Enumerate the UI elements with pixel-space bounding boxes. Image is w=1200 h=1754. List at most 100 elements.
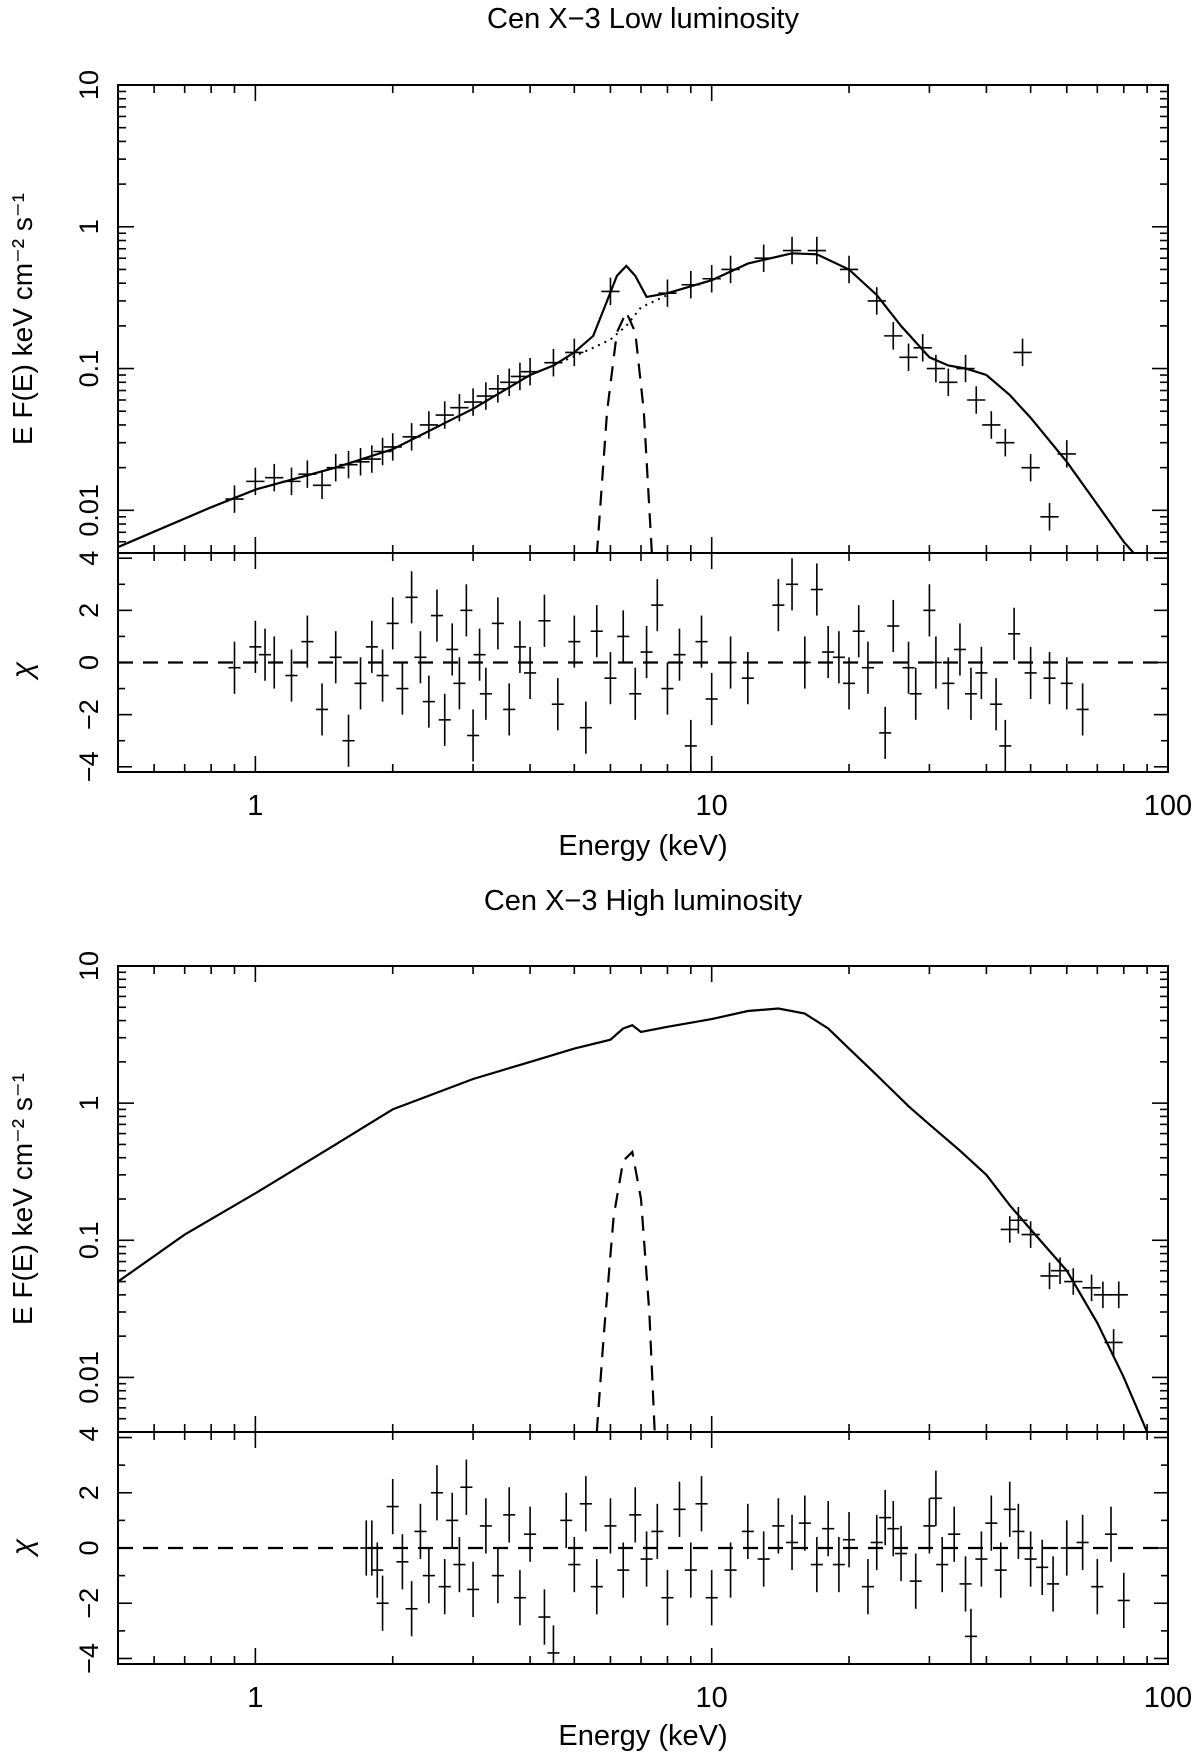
x-tick-label: 10	[696, 1682, 728, 1714]
residual-tick-label: 0	[74, 1540, 104, 1555]
residual-point	[887, 1501, 900, 1557]
residual-point	[741, 1503, 754, 1560]
main-plot-frame	[117, 84, 1169, 554]
data-point	[565, 338, 584, 367]
residual-point	[684, 719, 697, 772]
residual-point	[923, 1498, 936, 1554]
residual-point	[822, 1501, 835, 1557]
data-point	[326, 453, 345, 482]
residual-tick-label: 0	[74, 655, 104, 670]
main-plot-area	[118, 236, 1136, 553]
residual-point	[948, 1506, 961, 1562]
residual-point	[547, 1625, 560, 1664]
data-point	[265, 463, 284, 492]
data-point	[383, 433, 402, 461]
residual-plot-area	[228, 558, 1089, 772]
residual-point	[695, 1476, 708, 1532]
residual-point	[491, 1548, 504, 1604]
residual-point	[705, 672, 718, 726]
data-point	[298, 460, 317, 488]
residual-point	[538, 1589, 551, 1645]
residual-point	[365, 1520, 378, 1576]
data-point	[996, 428, 1015, 457]
data-point	[282, 467, 301, 496]
residual-point	[923, 584, 936, 637]
residual-point	[902, 641, 915, 694]
residual-point	[513, 1570, 526, 1626]
residual-point	[870, 1514, 883, 1571]
residual-point	[852, 605, 865, 658]
residual-point	[684, 1542, 697, 1598]
residual-point	[936, 1536, 949, 1593]
y-axis-ticks	[118, 84, 1168, 554]
residual-point	[798, 1495, 811, 1551]
data-point	[1021, 1221, 1040, 1248]
residual-point	[422, 675, 435, 728]
residual-tick-label: 2	[74, 603, 104, 618]
residual-point	[376, 1575, 389, 1631]
data-point	[721, 255, 740, 284]
residual-point	[568, 1536, 581, 1593]
data-point	[500, 368, 519, 397]
x-axis-label: Energy (keV)	[558, 830, 727, 862]
residual-point	[843, 1512, 856, 1568]
residual-axis-label: χ	[6, 661, 39, 681]
residual-point	[438, 1559, 451, 1615]
y-axis-label: E F(E) keV cm⁻² s⁻¹	[7, 193, 38, 445]
y-axis-label: E F(E) keV cm⁻² s⁻¹	[7, 1073, 38, 1325]
residual-point	[354, 657, 367, 710]
residual-point	[985, 1495, 998, 1551]
residual-point	[438, 693, 451, 746]
residual-point	[316, 683, 329, 736]
residual-point	[661, 1570, 674, 1626]
data-point	[1109, 1281, 1128, 1309]
chart-title: Cen X−3 High luminosity	[484, 885, 803, 917]
data-point	[956, 354, 975, 383]
residual-point	[1060, 1520, 1073, 1576]
residual-point	[629, 1487, 642, 1543]
residual-point	[467, 709, 480, 762]
data-point	[476, 382, 495, 410]
y-tick-label: 1	[74, 1096, 104, 1111]
data-point	[1009, 1206, 1028, 1234]
residual-point	[479, 1498, 492, 1554]
residual-point	[909, 667, 922, 720]
y-axis-ticks	[118, 965, 1168, 1433]
residual-point	[405, 1581, 418, 1637]
residual-tick-label: 2	[74, 1485, 104, 1500]
main-plot-frame	[117, 965, 1169, 1433]
residual-point	[810, 1536, 823, 1593]
residual-point	[513, 620, 526, 673]
residual-point	[964, 667, 977, 720]
data-point	[544, 348, 563, 377]
total-model-line	[118, 1007, 1149, 1432]
residual-point	[785, 558, 799, 611]
residual-tick-label: −2	[74, 699, 104, 730]
residual-point	[887, 599, 900, 653]
residual-point	[479, 667, 492, 720]
residual-point	[990, 678, 1003, 731]
residual-point	[430, 1465, 443, 1521]
data-point	[899, 343, 918, 372]
y-tick-label: 0.01	[74, 484, 104, 537]
data-point	[839, 255, 859, 284]
residual-point	[895, 1525, 908, 1582]
residual-point	[1003, 1481, 1016, 1537]
residual-point	[503, 683, 516, 736]
data-point	[982, 411, 1001, 439]
residual-point	[1012, 1503, 1025, 1560]
residual-point	[551, 678, 564, 731]
residual-point	[258, 628, 272, 681]
residual-point	[1076, 683, 1089, 736]
residual-point	[396, 662, 409, 715]
data-point	[1040, 1262, 1059, 1290]
residual-point	[1047, 1556, 1060, 1612]
y-tick-label: 10	[74, 70, 104, 100]
residual-point	[757, 1531, 770, 1587]
residual-point	[460, 584, 473, 637]
residual-point	[460, 1459, 473, 1515]
gaussian-line-component	[595, 309, 653, 553]
x-axis-label: Energy (keV)	[558, 1720, 727, 1752]
